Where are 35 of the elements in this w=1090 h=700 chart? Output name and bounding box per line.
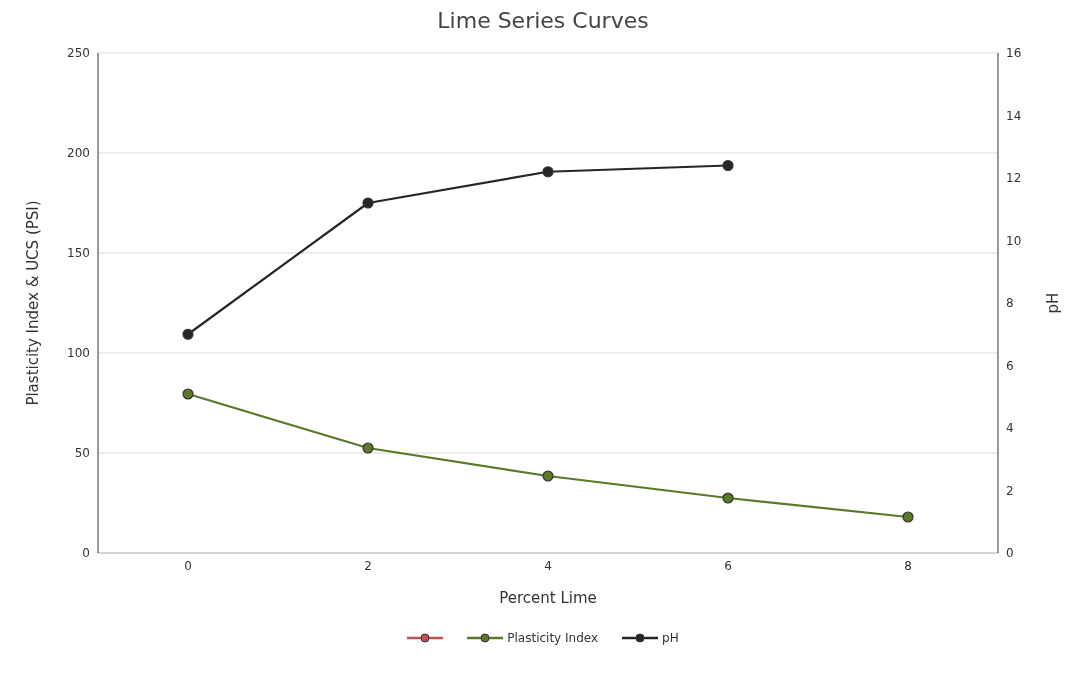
point [362, 442, 374, 454]
chart-title: Lime Series Curves [436, 8, 650, 33]
point [902, 511, 914, 523]
x-tick-label: 6 [724, 558, 732, 573]
y2-tick-label: 4 [1006, 421, 1014, 436]
point [722, 492, 734, 504]
point [722, 159, 734, 172]
y-tick-label: 100 [67, 346, 90, 361]
x-tick-label: 0 [184, 558, 192, 573]
y-tick-label: 50 [74, 446, 90, 461]
y2-tick-label: 6 [1006, 358, 1014, 373]
y-tick-label: 250 [67, 46, 90, 61]
x-tick-label: 8 [904, 558, 912, 573]
y2-axis-title: pH [1044, 292, 1063, 314]
point [182, 388, 194, 400]
y2-tick-label: 0 [1006, 546, 1014, 561]
y-tick-label: 200 [67, 146, 90, 161]
x-tick-label: 2 [364, 558, 372, 573]
y2-tick-label: 2 [1006, 483, 1014, 498]
y-axis-title: Plasticity Index & UCS (PSI) [24, 200, 43, 406]
y2-tick-label: 14 [1006, 108, 1022, 123]
y2-tick-label: 10 [1006, 233, 1022, 248]
y2-tick-label: 8 [1006, 296, 1014, 311]
y2-tick-label: 16 [1006, 46, 1022, 61]
point [362, 197, 374, 209]
point [542, 470, 554, 482]
point [182, 328, 194, 340]
point [542, 166, 554, 178]
y-tick-label: 0 [82, 546, 90, 561]
legend-label: pH [662, 631, 679, 645]
legend-label: Plasticity Index [507, 631, 599, 645]
y-tick-label: 150 [67, 246, 90, 261]
x-axis-title: Percent Lime [499, 589, 597, 607]
y2-tick-label: 12 [1006, 171, 1022, 186]
x-tick-label: 4 [544, 558, 552, 573]
